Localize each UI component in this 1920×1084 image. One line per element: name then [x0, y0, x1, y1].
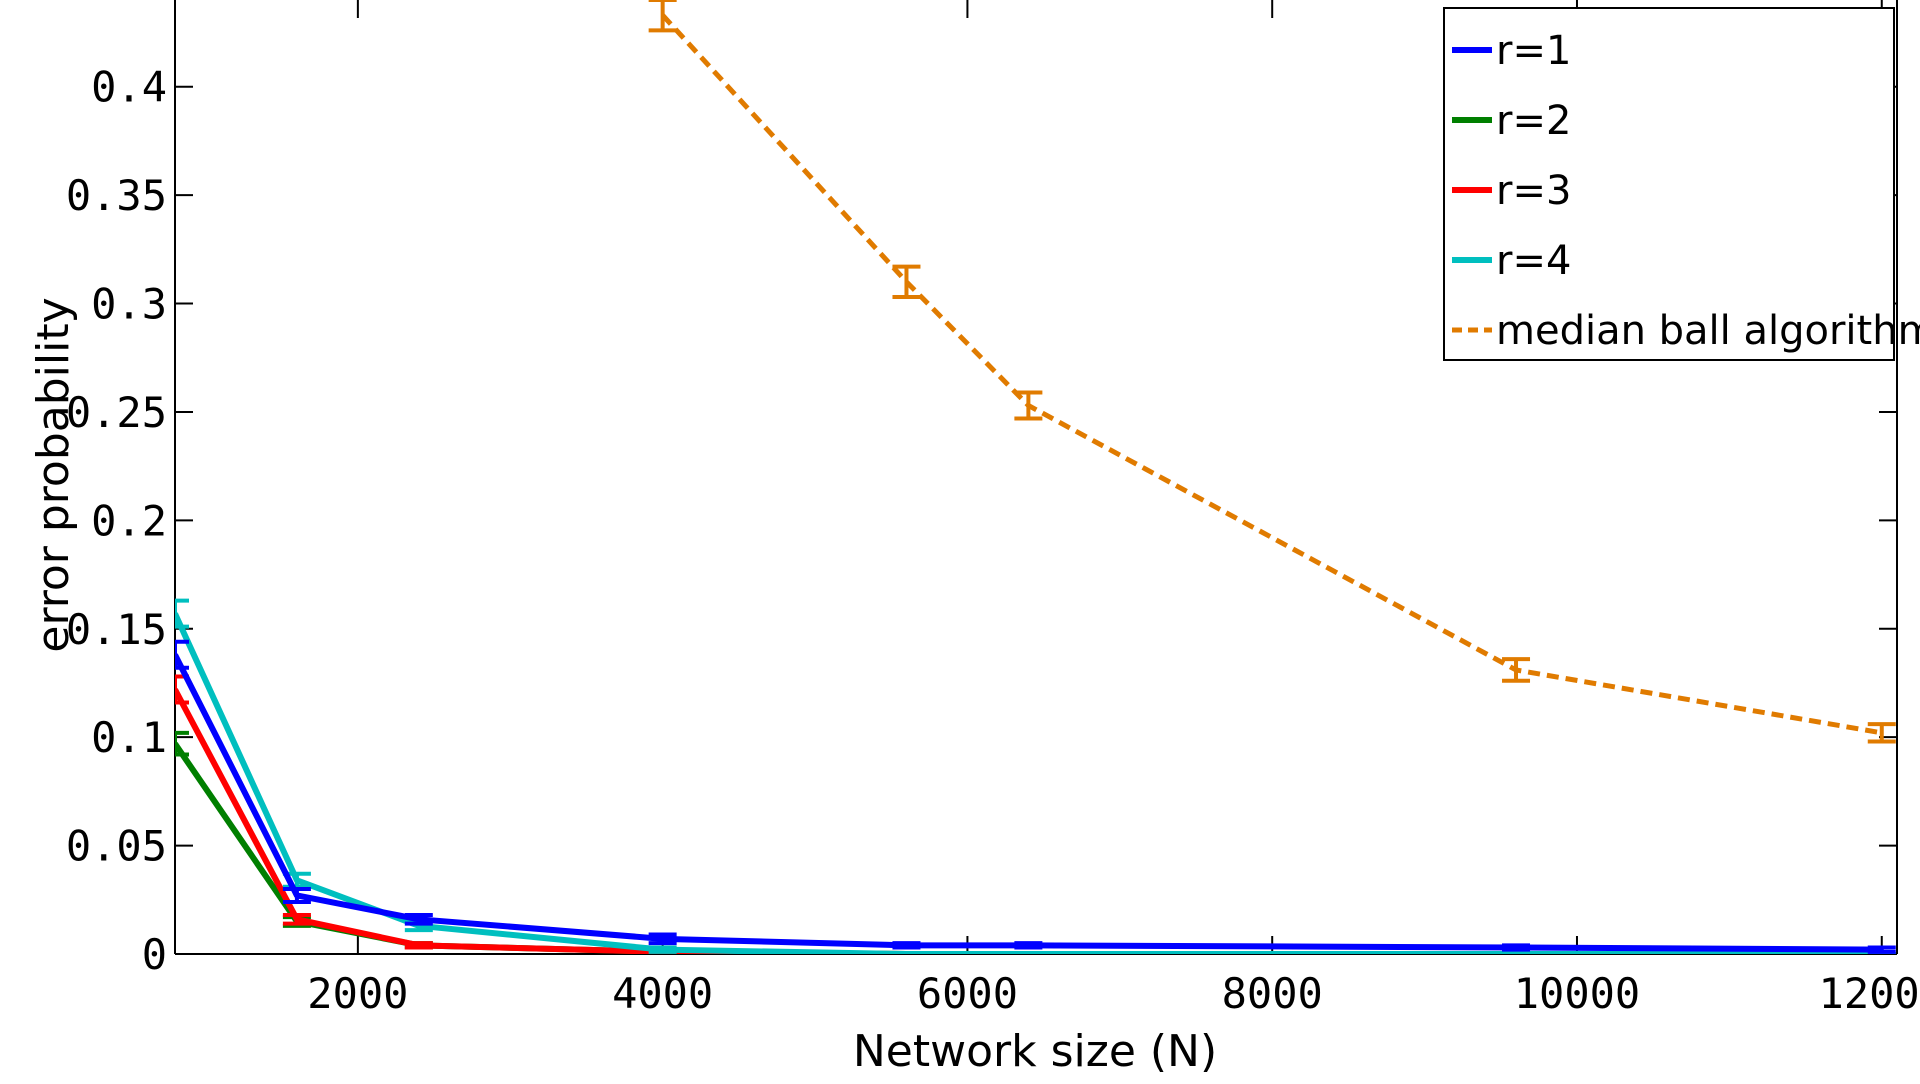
error-bar-r-1 [1867, 945, 1896, 954]
y-tick-label: 0.35 [66, 171, 167, 220]
error-bar-median-ball-algorithm [648, 0, 677, 33]
series-r-3 [175, 674, 1896, 954]
legend-label-r-3: r=3 [1496, 168, 1571, 214]
y-axis-label: error probability [28, 297, 79, 652]
error-bar-r-2 [175, 730, 189, 757]
error-bar-r-3 [282, 912, 311, 926]
x-tick-label: 10000 [1514, 969, 1640, 1018]
series-r-1 [175, 639, 1896, 954]
error-bar-r-1 [282, 886, 311, 904]
error-bar-r-1 [892, 941, 921, 950]
y-tick-label: 0.15 [66, 605, 167, 654]
error-bar-r-1 [1502, 943, 1531, 952]
series-layer [175, 0, 1896, 954]
error-bar-r-4 [175, 598, 189, 629]
x-tick-label: 4000 [612, 969, 713, 1018]
y-tick-label: 0.3 [91, 280, 167, 329]
error-bar-r-1 [648, 932, 677, 946]
error-bar-median-ball-algorithm [892, 264, 921, 300]
y-tick-label: 0.1 [91, 713, 167, 762]
error-bar-r-1 [175, 639, 189, 670]
y-tick-label: 0 [142, 930, 167, 979]
error-bar-r-3 [404, 941, 433, 950]
legend-label-r-1: r=1 [1496, 28, 1571, 74]
legend: r=1 r=2 r=3 r=4 median ball algorithm [1443, 7, 1920, 361]
error-bar-r-1 [404, 912, 433, 926]
error-bar-median-ball-algorithm [1867, 722, 1896, 744]
series-line-r-4 [175, 612, 1882, 954]
error-bar-median-ball-algorithm [1014, 390, 1043, 421]
x-tick-label: 2000 [307, 969, 408, 1018]
x-tick-label: 6000 [917, 969, 1018, 1018]
y-tick-label: 0.2 [91, 496, 167, 545]
error-bar-r-4 [648, 945, 677, 954]
x-tick-label: 8000 [1222, 969, 1323, 1018]
y-tick-label: 0.4 [91, 63, 167, 112]
legend-label-median-ball-algorithm: median ball algorithm [1496, 308, 1920, 354]
y-tick-label: 0.25 [66, 388, 167, 437]
series-r-4 [175, 598, 1896, 954]
error-bar-r-1 [1014, 941, 1043, 950]
series-median-ball-algorithm [648, 0, 1896, 744]
error-bar-median-ball-algorithm [1502, 657, 1531, 683]
series-line-r-1 [175, 653, 1882, 953]
legend-label-r-2: r=2 [1496, 98, 1571, 144]
x-axis-label: Network size (N) [853, 1026, 1217, 1077]
legend-box [1443, 7, 1895, 361]
legend-label-r-4: r=4 [1496, 238, 1571, 284]
y-tick-label: 0.05 [66, 822, 167, 871]
